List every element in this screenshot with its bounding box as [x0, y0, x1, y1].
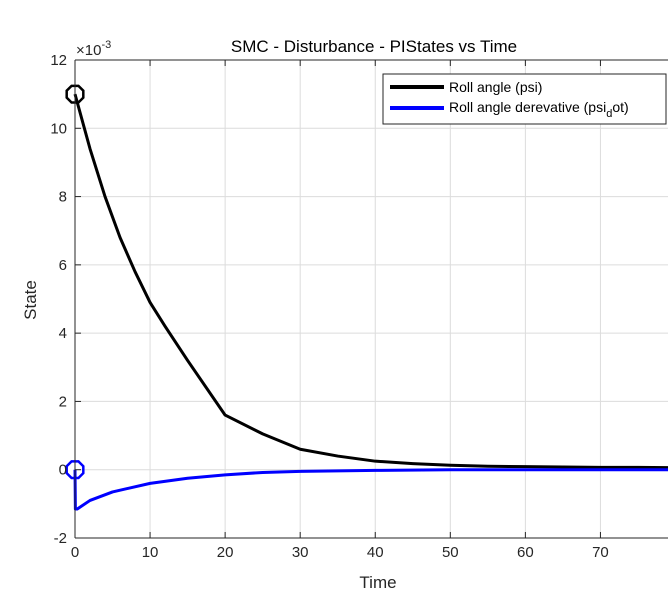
- y-tick-label: 8: [59, 189, 67, 206]
- y-tick-label: -2: [54, 530, 67, 547]
- x-axis-label: Time: [359, 573, 396, 592]
- series-line-roll-angle-derivative: [73, 468, 668, 511]
- start-marker-roll-angle-derivative: [65, 460, 85, 480]
- y-tick-label: 0: [59, 462, 67, 479]
- axes: [74, 59, 668, 539]
- series-line-roll-angle: [73, 93, 668, 470]
- y-tick-label: 4: [59, 325, 67, 342]
- legend-entry-roll-angle-derivative: Roll angle derevative (psidot): [449, 99, 629, 120]
- series-layer: [65, 84, 668, 511]
- x-tick-label: 20: [217, 544, 234, 561]
- y-tick-label: 12: [50, 52, 67, 69]
- exponent-label: ×10-3: [76, 39, 111, 59]
- x-tick-label: 30: [292, 544, 309, 561]
- legend-box: [382, 73, 667, 125]
- x-tick-label: 70: [592, 544, 609, 561]
- x-tick-label: 0: [71, 544, 79, 561]
- start-marker-roll-angle: [65, 84, 85, 104]
- x-tick-label: 40: [367, 544, 384, 561]
- legend-entry-roll-angle: Roll angle (psi): [449, 79, 542, 95]
- x-tick-label: 50: [442, 544, 459, 561]
- legend: Roll angle (psi) Roll angle derevative (…: [382, 73, 667, 125]
- x-tick-label: 60: [517, 544, 534, 561]
- y-tick-label: 2: [59, 393, 67, 410]
- plot-area: [75, 60, 668, 538]
- chart-title: SMC - Disturbance - PIStates vs Time: [231, 37, 517, 56]
- x-tick-label: 10: [142, 544, 159, 561]
- y-axis-label: State: [21, 280, 40, 320]
- y-tick-label: 6: [59, 257, 67, 274]
- y-tick-label: 10: [50, 120, 67, 137]
